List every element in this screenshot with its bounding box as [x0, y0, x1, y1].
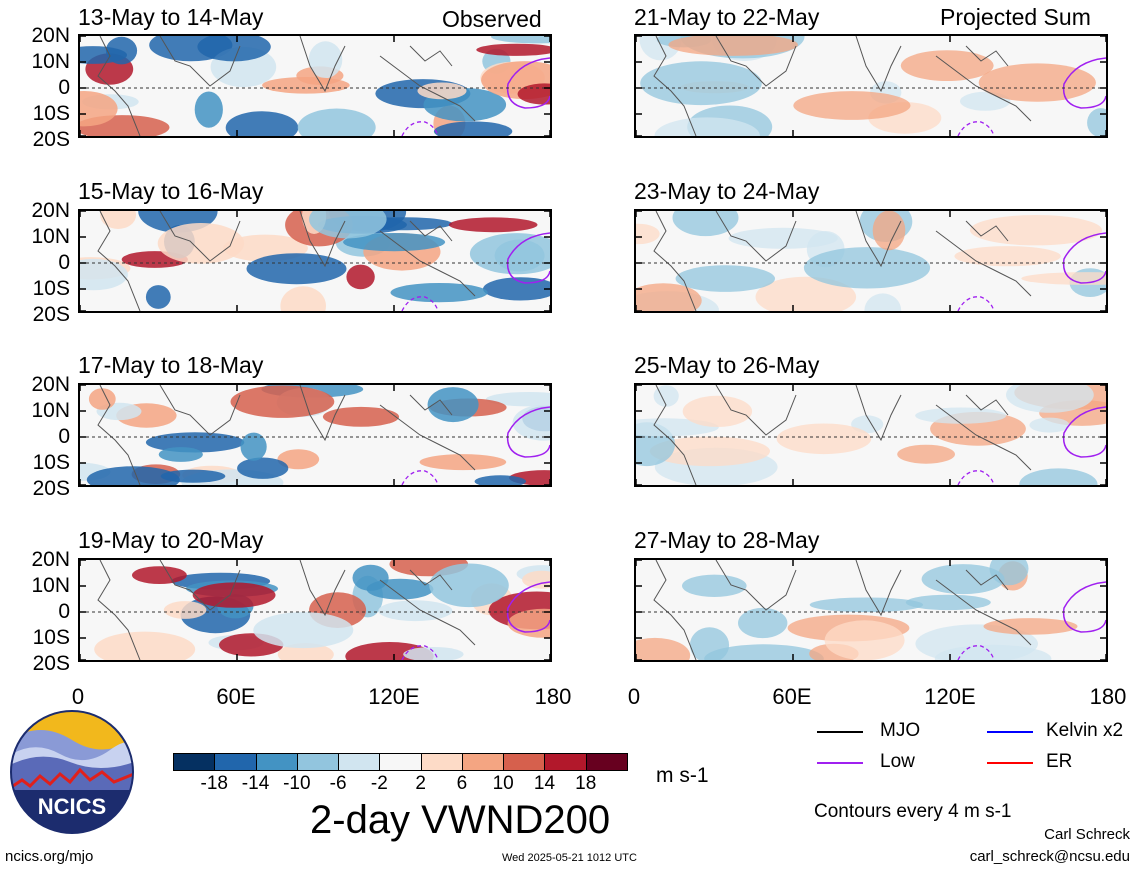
- lat-label: 10S: [32, 102, 70, 125]
- projected-header: Projected Sum: [940, 4, 1091, 30]
- main-title: 2-day VWND200: [310, 798, 611, 842]
- lon-label-left-180: 180: [534, 684, 572, 709]
- left-panel-title-1: 13-May to 14-May: [78, 4, 264, 30]
- ncics-logo: NCICS: [10, 710, 134, 834]
- lat-label: 20S: [32, 652, 70, 675]
- colorbar-label: -10: [283, 773, 311, 794]
- colorbar-swatch: [173, 753, 216, 771]
- legend-er-line: [987, 762, 1033, 764]
- lat-label: 10S: [32, 451, 70, 474]
- map-panel-projected-2: [634, 209, 1108, 313]
- author-email[interactable]: carl_schreck@ncsu.edu: [969, 848, 1130, 865]
- lat-label: 20S: [32, 303, 70, 326]
- colorbar-swatch: [214, 753, 257, 771]
- lat-label: 20N: [31, 24, 70, 47]
- colorbar-label: 18: [575, 773, 597, 794]
- map-panel-observed-4: [78, 558, 552, 662]
- lat-label: 20N: [31, 373, 70, 396]
- lon-label-left-0: 0: [71, 684, 85, 709]
- map-panel-projected-1: [634, 34, 1108, 138]
- lat-label: 10N: [31, 50, 70, 73]
- map-panel-observed-2: [78, 209, 552, 313]
- lat-label: 0: [58, 251, 70, 274]
- site-link[interactable]: ncics.org/mjo: [5, 848, 94, 865]
- lat-label: 0: [58, 76, 70, 99]
- map-panel-observed-1: [78, 34, 552, 138]
- colorbar-swatch: [338, 753, 381, 771]
- right-panel-title-2: 23-May to 24-May: [634, 178, 820, 204]
- lat-label: 10N: [31, 399, 70, 422]
- lat-label: 20N: [31, 548, 70, 571]
- colorbar-label: -14: [241, 773, 270, 794]
- legend-low-line: [817, 762, 863, 764]
- lon-label-right-60e: 60E: [772, 684, 812, 709]
- colorbar-label: 14: [533, 773, 556, 794]
- colorbar-swatch: [379, 753, 422, 771]
- colorbar-swatch: [255, 753, 298, 771]
- legend-kelvin-line: [987, 731, 1033, 733]
- lon-label-right-120e: 120E: [924, 684, 976, 709]
- observed-header: Observed: [442, 6, 542, 32]
- colorbar-swatch: [420, 753, 463, 771]
- colorbar-label: -2: [370, 773, 388, 794]
- colorbar-label: 2: [415, 773, 426, 794]
- lat-label: 10N: [31, 225, 70, 248]
- ncics-logo-text: NCICS: [38, 794, 106, 819]
- lat-label: 0: [58, 600, 70, 623]
- colorbar-label: -6: [329, 773, 347, 794]
- colorbar-label: 10: [492, 773, 514, 794]
- legend-kelvin-label: Kelvin x2: [1046, 720, 1124, 741]
- colorbar-swatch: [296, 753, 340, 771]
- colorbar-swatch: [544, 753, 587, 771]
- lat-label: 10S: [32, 626, 70, 649]
- lat-label: 20S: [32, 128, 70, 151]
- left-panel-title-2: 15-May to 16-May: [78, 178, 264, 204]
- right-panel-title-3: 25-May to 26-May: [634, 352, 820, 378]
- legend-mjo-line: [817, 731, 863, 733]
- timestamp: Wed 2025-05-21 1012 UTC: [502, 852, 637, 864]
- author: Carl Schreck: [1044, 826, 1130, 843]
- legend-low-label: Low: [880, 751, 915, 772]
- lat-label: 10S: [32, 277, 70, 300]
- legend-mjo-label: MJO: [880, 720, 921, 741]
- left-panel-title-3: 17-May to 18-May: [78, 352, 264, 378]
- left-panel-title-4: 19-May to 20-May: [78, 527, 264, 553]
- map-panel-observed-3: [78, 383, 552, 487]
- lat-label: 0: [58, 425, 70, 448]
- lon-label-right-180: 180: [1089, 684, 1127, 709]
- lat-label: 20N: [31, 199, 70, 222]
- colorbar-label: -18: [200, 773, 228, 794]
- colorbar-units: m s-1: [656, 764, 709, 787]
- lat-label: 20S: [32, 477, 70, 500]
- map-panel-projected-4: [634, 558, 1108, 662]
- colorbar-label: 6: [456, 773, 468, 794]
- lon-label-left-60e: 60E: [216, 684, 256, 709]
- lon-label-right-0: 0: [627, 684, 641, 709]
- colorbar-swatch: [461, 753, 505, 771]
- right-panel-title-4: 27-May to 28-May: [634, 527, 820, 553]
- contours-note: Contours every 4 m s-1: [814, 801, 1012, 822]
- map-panel-projected-3: [634, 383, 1108, 487]
- lon-label-left-120e: 120E: [368, 684, 420, 709]
- colorbar-swatch: [585, 753, 628, 771]
- legend-er-label: ER: [1046, 751, 1073, 772]
- colorbar-swatch: [503, 753, 546, 771]
- lat-label: 10N: [31, 574, 70, 597]
- right-panel-title-1: 21-May to 22-May: [634, 4, 820, 30]
